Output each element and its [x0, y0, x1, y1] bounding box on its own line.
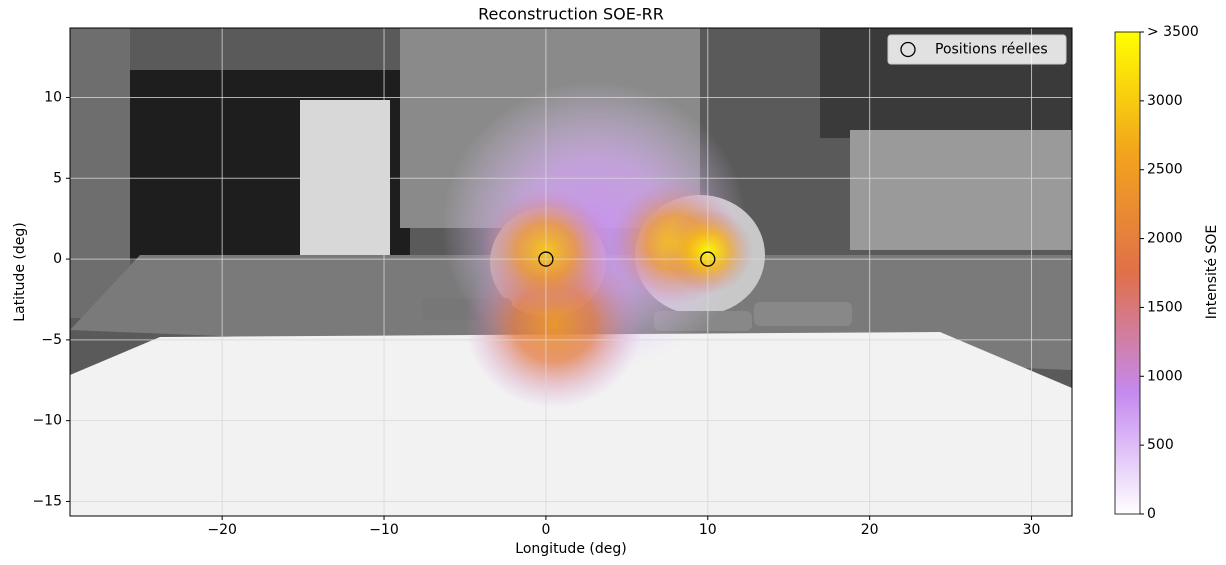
- colorbar-tick-label: 1000: [1147, 368, 1183, 384]
- y-axis-label: Latitude (deg): [12, 222, 28, 321]
- colorbar-tick-label: 0: [1147, 506, 1156, 522]
- y-tick-label: 5: [53, 170, 62, 186]
- x-tick-label: 10: [699, 522, 717, 538]
- position-marker: [538, 251, 554, 267]
- colorbar-tick-label: 1500: [1147, 299, 1183, 315]
- colorbar-tick-label: 2500: [1147, 162, 1183, 178]
- grid: [70, 28, 1072, 516]
- legend: Positions réelles: [887, 34, 1067, 65]
- x-tick-label: −10: [369, 522, 399, 538]
- colorbar-label: Intensité SOE: [1204, 225, 1220, 319]
- position-marker: [700, 251, 716, 267]
- colorbar-tick-label: 3000: [1147, 93, 1183, 109]
- y-tick-label: −5: [41, 332, 62, 348]
- legend-label: Positions réelles: [935, 42, 1048, 58]
- colorbar-tick-label: 2000: [1147, 231, 1183, 247]
- y-tick-label: −10: [32, 413, 62, 429]
- colorbar: [1114, 31, 1141, 515]
- legend-box: [887, 34, 1067, 65]
- y-tick-label: 10: [44, 89, 62, 105]
- x-tick-label: 0: [541, 522, 550, 538]
- x-tick-label: −20: [207, 522, 237, 538]
- x-tick-label: 30: [1023, 522, 1041, 538]
- plot-frame: [69, 27, 1073, 517]
- chart-title: Reconstruction SOE-RR: [478, 5, 664, 24]
- x-tick-label: 20: [861, 522, 879, 538]
- legend-marker: [900, 41, 916, 58]
- colorbar-tick-label: 500: [1147, 437, 1174, 453]
- colorbar-tick-label: > 3500: [1147, 24, 1199, 40]
- x-axis-label: Longitude (deg): [515, 541, 626, 557]
- y-tick-label: 0: [53, 251, 62, 267]
- y-tick-label: −15: [32, 493, 62, 509]
